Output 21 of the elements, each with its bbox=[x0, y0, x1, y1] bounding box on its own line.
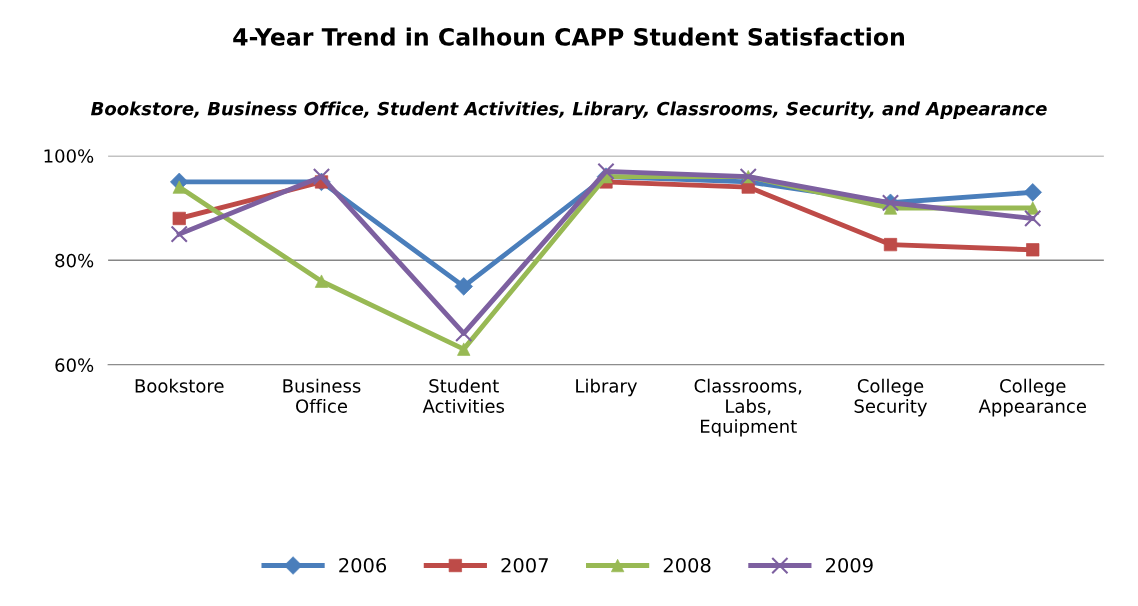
x-tick-label: Student Activities bbox=[422, 378, 505, 413]
x-tick-label: Classrooms, Labs, Equipment bbox=[694, 378, 802, 437]
y-tick-label: 80% bbox=[55, 253, 94, 268]
legend-label: 2008 bbox=[663, 557, 711, 573]
y-tick-label: 100% bbox=[44, 149, 94, 163]
x-tick-label: College Appearance bbox=[978, 378, 1086, 417]
point bbox=[1026, 243, 1040, 257]
x-tick-label: Bookstore bbox=[135, 378, 224, 393]
chart-title: 4-Year Trend in Calhoun CAPP Student Satisfaction bbox=[233, 27, 904, 46]
y-tick-label: 60% bbox=[55, 358, 94, 372]
point bbox=[170, 225, 188, 243]
x-tick-label: Business Office bbox=[283, 378, 361, 413]
x-tick-label: College Security bbox=[854, 378, 928, 417]
point bbox=[1024, 209, 1042, 228]
legend-label: 2006 bbox=[339, 557, 387, 573]
point bbox=[597, 162, 615, 181]
chart-subtitle: Bookstore, Business Office, Student Activities, Library, Classrooms, Security, and Appearance bbox=[90, 101, 1047, 120]
legend-label: 2007 bbox=[501, 557, 548, 573]
point bbox=[312, 167, 331, 186]
legend-label: 2009 bbox=[826, 557, 873, 573]
x-tick-label: Library bbox=[576, 378, 638, 397]
